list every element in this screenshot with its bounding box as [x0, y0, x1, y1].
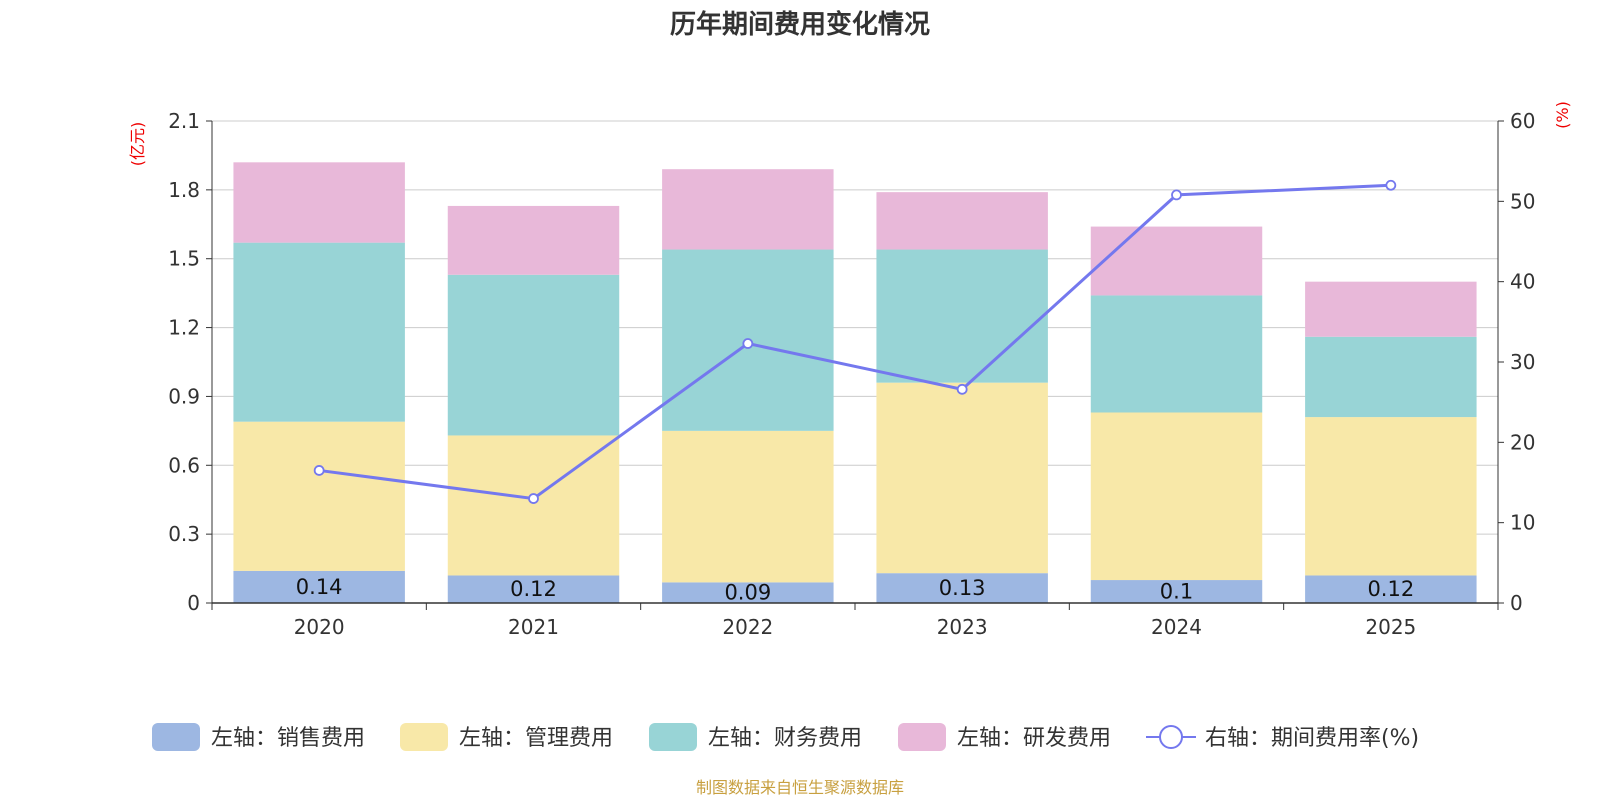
- bar-data-label: 0.1: [1160, 580, 1193, 604]
- bar-segment[interactable]: [1090, 412, 1263, 581]
- bar-segment[interactable]: [1090, 580, 1263, 603]
- bar-segment[interactable]: [233, 570, 405, 603]
- bar-segment[interactable]: [662, 582, 834, 603]
- rate-point[interactable]: [1171, 189, 1182, 201]
- right-tick-label: 30: [1510, 350, 1535, 374]
- bar-segment[interactable]: [447, 575, 620, 603]
- legend-swatch[interactable]: [649, 723, 697, 751]
- left-tick-label: 2.1: [168, 109, 200, 133]
- legend-swatch[interactable]: [152, 723, 200, 751]
- bar-segment[interactable]: [876, 573, 1048, 603]
- bar-segment[interactable]: [233, 421, 405, 571]
- left-axis-unit: (亿元): [128, 122, 147, 167]
- bar-segment[interactable]: [233, 162, 405, 243]
- bar-data-label: 0.13: [939, 576, 986, 600]
- bar-data-label: 0.12: [510, 577, 557, 601]
- bar-segment[interactable]: [1305, 281, 1477, 337]
- legend-marker[interactable]: [1159, 725, 1183, 749]
- grid-lines: [212, 120, 1498, 535]
- legend-label[interactable]: 左轴：财务费用: [708, 726, 862, 751]
- bar-segment[interactable]: [1305, 575, 1477, 603]
- legend-label[interactable]: 左轴：研发费用: [957, 726, 1111, 751]
- rate-line: [313, 179, 1397, 504]
- left-tick-label: 0: [187, 591, 200, 615]
- legend-swatch[interactable]: [898, 723, 946, 751]
- x-tick-label: 2022: [722, 615, 773, 639]
- legend-label[interactable]: 右轴：期间费用率(%): [1205, 726, 1419, 751]
- bar-segment[interactable]: [1305, 336, 1477, 418]
- x-tick-label: 2020: [294, 615, 345, 639]
- bar-segment[interactable]: [662, 430, 834, 583]
- legend[interactable]: 左轴：销售费用 左轴：管理费用 左轴：财务费用 左轴：研发费用 右轴：期间费用率(%): [152, 723, 1419, 751]
- left-tick-label: 0.3: [168, 522, 200, 546]
- axes: 0 0.3 0.6 0.9 1.2 1.5 1.8 2.1 0 10 20 30 40 50 60 2020 2…: [168, 109, 1535, 639]
- left-tick-label: 1.2: [168, 316, 200, 340]
- legend-label[interactable]: 左轴：管理费用: [459, 726, 613, 751]
- right-tick-label: 10: [1510, 511, 1535, 535]
- legend-label[interactable]: 左轴：销售费用: [211, 726, 365, 751]
- right-tick-label: 60: [1510, 109, 1535, 133]
- legend-swatch[interactable]: [400, 723, 448, 751]
- rate-point[interactable]: [528, 493, 539, 504]
- bar-segment[interactable]: [1090, 226, 1263, 296]
- x-tick-label: 2023: [937, 615, 988, 639]
- rate-point[interactable]: [313, 465, 325, 476]
- rate-point[interactable]: [1385, 179, 1397, 191]
- bar-segment[interactable]: [233, 242, 405, 422]
- rate-point[interactable]: [956, 383, 968, 395]
- right-tick-label: 0: [1510, 591, 1523, 615]
- right-axis-unit: (%): [1553, 101, 1572, 129]
- bar-segment[interactable]: [1305, 417, 1477, 576]
- right-tick-label: 40: [1510, 270, 1535, 294]
- right-tick-label: 20: [1510, 430, 1535, 454]
- bar-segment[interactable]: [876, 382, 1048, 574]
- bar-segment[interactable]: [662, 169, 834, 250]
- bar-segment[interactable]: [876, 249, 1048, 383]
- bar-segment[interactable]: [1090, 295, 1263, 413]
- right-tick-label: 50: [1510, 189, 1535, 213]
- left-tick-label: 1.8: [168, 178, 200, 202]
- x-tick-label: 2021: [508, 615, 559, 639]
- bars: 0.14 0.12 0.09 0.13 0.1 0.12: [233, 162, 1477, 605]
- chart-title: 历年期间费用变化情况: [670, 9, 930, 40]
- left-tick-label: 0.6: [168, 453, 200, 477]
- left-tick-label: 0.9: [168, 384, 200, 408]
- source-note: 制图数据来自恒生聚源数据库: [696, 778, 904, 797]
- left-tick-label: 1.5: [168, 247, 200, 271]
- bar-data-label: 0.14: [296, 575, 343, 599]
- x-tick-label: 2025: [1365, 615, 1416, 639]
- rate-point[interactable]: [742, 338, 754, 349]
- x-tick-label: 2024: [1151, 615, 1202, 639]
- bar-data-label: 0.12: [1367, 577, 1414, 601]
- bar-data-label: 0.09: [724, 581, 771, 605]
- rate-line-path: [318, 183, 1391, 501]
- bar-segment[interactable]: [876, 192, 1048, 250]
- bar-segment[interactable]: [447, 274, 620, 436]
- bar-segment[interactable]: [447, 205, 620, 275]
